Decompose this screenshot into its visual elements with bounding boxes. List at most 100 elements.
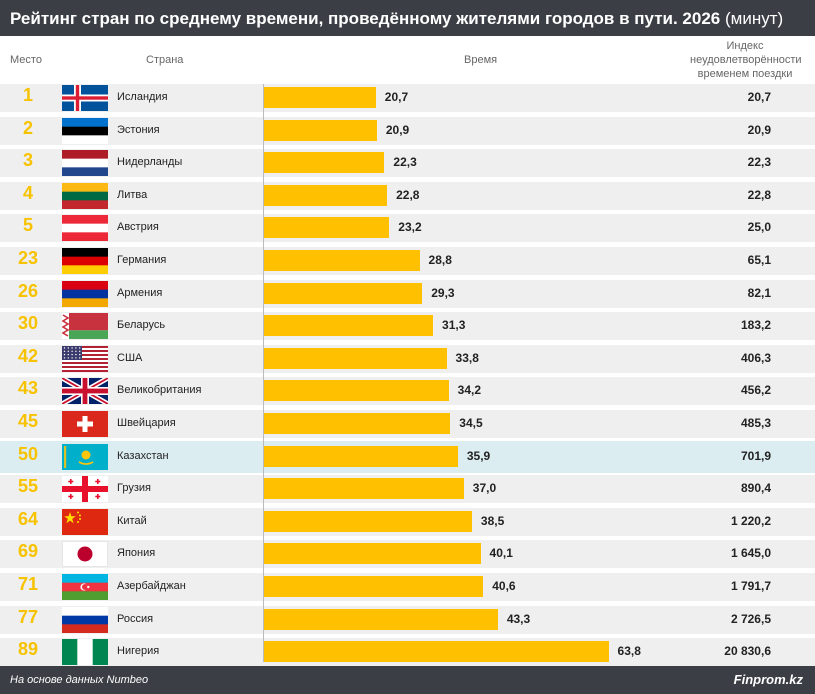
china-flag-icon [62,508,108,535]
index-value-label: 1 645,0 [730,546,771,561]
index-value-label: 890,4 [740,481,771,496]
rank-label: 23 [17,248,39,268]
armenia-flag-icon [62,280,108,307]
footer: На основе данных Numbeo Finprom.kz [0,666,815,694]
time-value-label: 20,9 [385,122,410,137]
header-index: Индекс неудовлетворённости временем поез… [690,40,802,80]
rank-label: 42 [17,345,39,366]
table-row: 69 Япония 40,1 1 645,0 [0,538,815,570]
index-value-label: 20 830,6 [724,644,771,659]
country-label: Казахстан [117,449,169,462]
time-bar [264,576,484,597]
index-value-label: 456,2 [740,383,771,398]
time-value-label: 38,5 [480,513,505,528]
time-value-label: 22,8 [396,187,420,202]
row-background [0,84,815,112]
time-value-label: 34,2 [457,383,482,398]
time-bar [264,347,447,369]
time-bar [264,380,449,402]
country-label: Беларусь [117,319,166,332]
rank-label: 89 [17,639,39,660]
table-row: 2 Эстония 20,9 20,9 [0,115,815,147]
header-time: Время [464,54,498,66]
index-value-label: 82,1 [747,285,771,300]
table-row: 5 Австрия 23,2 25,0 [0,212,815,244]
row-background [0,149,815,178]
rank-label: 50 [17,443,39,464]
header-country: Страна [146,54,184,66]
country-label: Китай [117,514,147,527]
uk-flag-icon [62,378,108,405]
index-value-label: 20,7 [747,90,771,104]
table-row: 23 Германия 28,8 65,1 [0,245,815,277]
time-value-label: 33,8 [455,350,479,365]
japan-flag-icon [62,541,108,568]
country-label: Австрия [117,221,159,234]
time-value-label: 37,0 [472,481,497,496]
index-value-label: 65,1 [747,253,771,267]
table-row: 4 Литва 22,8 22,8 [0,180,815,212]
time-value-label: 40,6 [492,579,516,593]
table-row: 71 Азербайджан 40,6 1 791,7 [0,571,815,603]
country-label: Нидерланды [117,156,183,169]
rank-label: 1 [22,85,33,105]
time-value-label: 40,1 [489,546,513,561]
chart-title: Рейтинг стран по среднему времени, прове… [0,0,815,36]
table-row: 64 Китай 38,5 1 220,2 [0,506,815,538]
country-label: Армения [117,286,163,299]
time-bar [264,250,420,271]
index-value-label: 183,2 [740,318,771,333]
index-value-label: 485,3 [740,416,771,430]
chart-title-main: Рейтинг стран по среднему времени, прове… [10,9,721,28]
time-bar [264,641,609,663]
time-bar [264,184,388,206]
country-label: Грузия [117,482,151,495]
bar-axis-line [263,84,264,662]
table-row: 26 Армения 29,3 82,1 [0,278,815,310]
table-row: 77 Россия 43,3 2 726,5 [0,604,815,636]
table-row: 1 Исландия 20,7 20,7 [0,82,815,114]
footer-brand: Finprom.kz [733,672,803,687]
rank-label: 30 [17,313,39,334]
switzerland-flag-icon [62,411,108,437]
georgia-flag-icon [62,476,108,503]
table-row: 89 Нигерия 63,8 20 830,6 [0,636,815,668]
iceland-flag-icon [62,85,108,111]
country-label: Эстония [117,123,160,136]
country-label: Нигерия [117,645,160,658]
rank-label: 55 [17,476,39,497]
time-value-label: 22,3 [393,155,417,170]
country-label: США [117,351,143,364]
country-label: Швейцария [117,417,176,429]
time-bar [264,413,451,434]
rank-label: 69 [17,541,39,562]
time-value-label: 20,7 [384,90,409,104]
table-row: 45 Швейцария 34,5 485,3 [0,408,815,440]
nigeria-flag-icon [62,639,108,666]
rank-label: 77 [17,606,39,627]
time-bar [264,152,385,174]
lithuania-flag-icon [62,182,108,209]
table-row: 3 Нидерланды 22,3 22,3 [0,147,815,179]
time-bar [264,478,464,500]
time-value-label: 29,3 [431,285,455,300]
time-bar [264,543,481,565]
time-value-label: 28,8 [428,253,452,267]
index-value-label: 406,3 [740,350,771,365]
time-bar [264,217,390,239]
time-value-label: 63,8 [617,644,641,659]
rank-label: 64 [17,508,39,529]
time-bar [264,445,458,467]
country-label: Исландия [117,91,168,103]
rank-label: 45 [17,411,39,431]
rank-label: 4 [22,182,33,203]
index-value-label: 2 726,5 [730,611,771,626]
country-label: Великобритания [117,384,202,397]
index-value-label: 22,8 [747,187,771,202]
country-label: Азербайджан [117,580,186,592]
index-value-label: 25,0 [747,220,771,235]
footer-source: На основе данных Numbeo [10,674,149,686]
time-bar [264,510,472,532]
rank-label: 5 [22,215,33,236]
country-label: Россия [117,612,154,625]
